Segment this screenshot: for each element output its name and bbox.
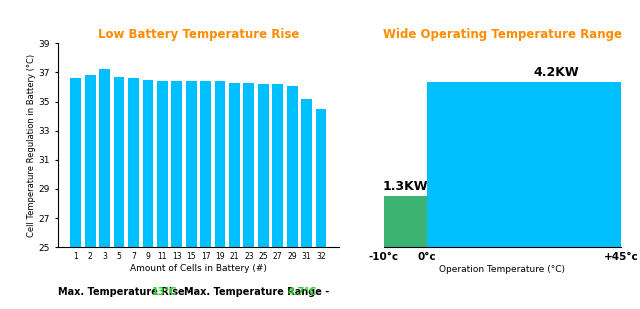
- Bar: [316, 109, 326, 309]
- Text: Max. Temperature Rise -: Max. Temperature Rise -: [58, 287, 195, 297]
- Title: Low Battery Temperature Rise: Low Battery Temperature Rise: [98, 28, 299, 41]
- Bar: [301, 99, 312, 309]
- Bar: [384, 196, 427, 247]
- Bar: [287, 86, 298, 309]
- Bar: [258, 84, 269, 309]
- Bar: [427, 83, 621, 247]
- Text: 4.7°C: 4.7°C: [288, 287, 317, 297]
- Title: Wide Operating Temperature Range: Wide Operating Temperature Range: [383, 28, 622, 41]
- Bar: [272, 84, 283, 309]
- Bar: [85, 75, 95, 309]
- Text: 13°C: 13°C: [152, 287, 178, 297]
- Bar: [99, 70, 110, 309]
- Text: 4.2KW: 4.2KW: [533, 66, 579, 79]
- Bar: [172, 81, 182, 309]
- Bar: [114, 77, 125, 309]
- Bar: [128, 78, 139, 309]
- X-axis label: Operation Temperature (°C): Operation Temperature (°C): [440, 265, 565, 274]
- Bar: [214, 81, 225, 309]
- Bar: [143, 80, 154, 309]
- Y-axis label: Cell Temperature Regulation in Battery (°C): Cell Temperature Regulation in Battery (…: [27, 54, 36, 237]
- Text: 1.3KW: 1.3KW: [383, 180, 428, 193]
- Bar: [243, 83, 254, 309]
- Bar: [229, 83, 240, 309]
- Text: Max. Temperature Range -: Max. Temperature Range -: [184, 287, 333, 297]
- Bar: [157, 81, 168, 309]
- Bar: [70, 78, 81, 309]
- Bar: [186, 81, 196, 309]
- X-axis label: Amount of Cells in Battery (#): Amount of Cells in Battery (#): [130, 264, 267, 273]
- Bar: [200, 81, 211, 309]
